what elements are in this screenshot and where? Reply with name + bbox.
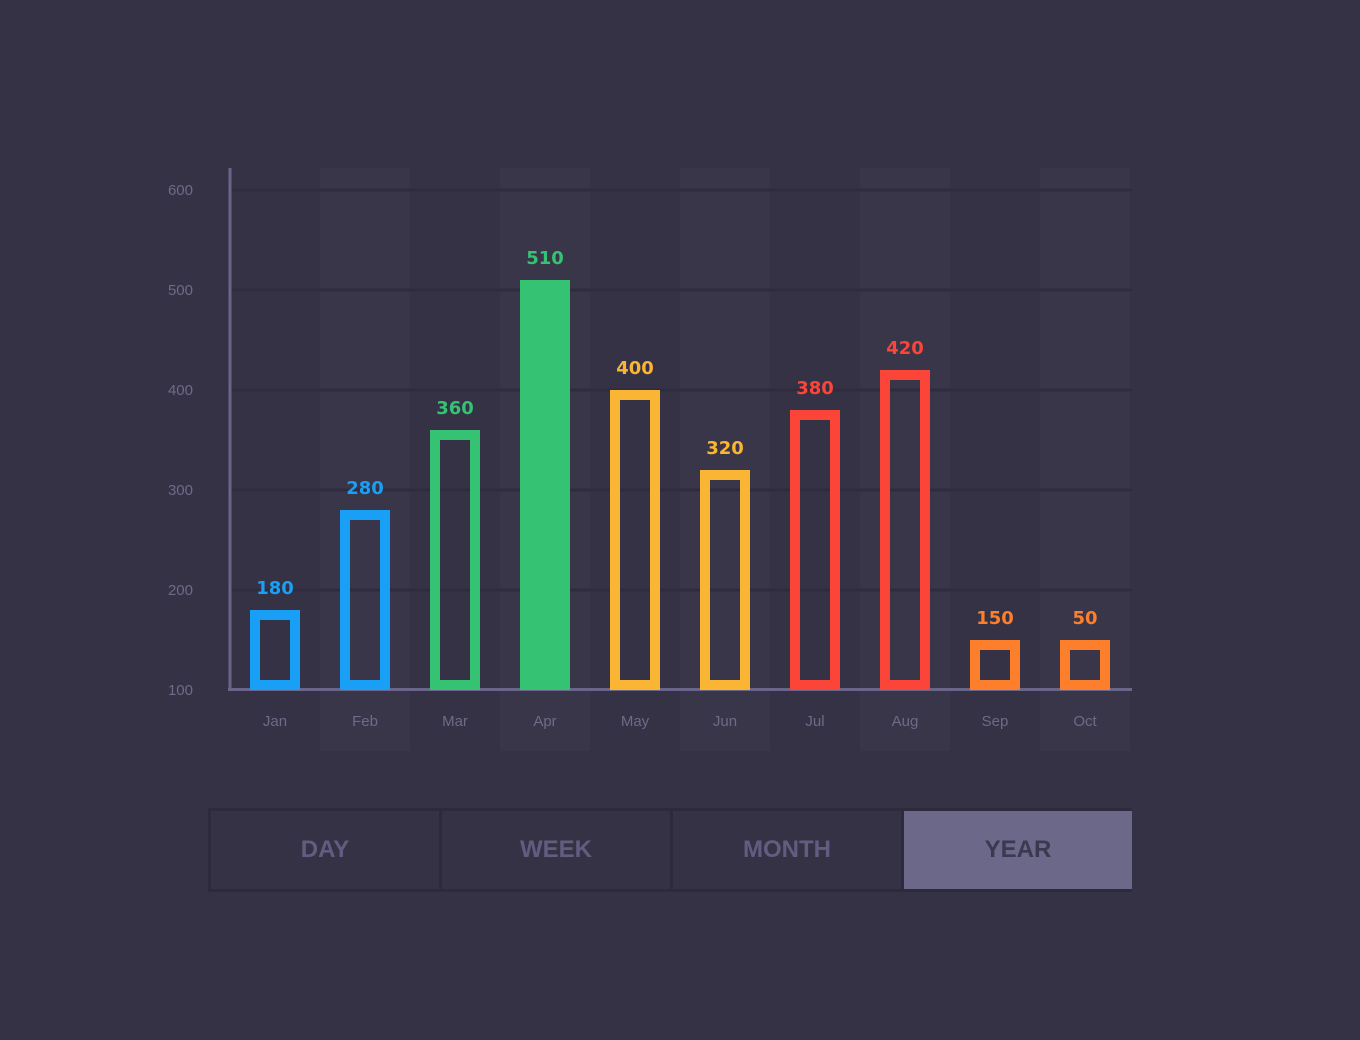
- column-band: [680, 168, 770, 751]
- y-tick-label: 400: [168, 382, 193, 399]
- y-tick-label: 600: [168, 182, 193, 199]
- y-tick-label: 500: [168, 282, 193, 299]
- x-tick-label: Apr: [533, 713, 556, 730]
- bar-aug: [880, 370, 930, 690]
- data-label: 360: [436, 398, 474, 419]
- data-label: 280: [346, 478, 384, 499]
- data-label: 180: [256, 578, 294, 599]
- column-band: [1040, 168, 1130, 751]
- x-tick-label: Mar: [442, 713, 468, 730]
- tab-month[interactable]: MONTH: [673, 811, 904, 889]
- column-band: [860, 168, 950, 751]
- bar-oct: [1060, 640, 1110, 690]
- y-tick-label: 100: [168, 682, 193, 699]
- x-tick-label: Oct: [1073, 713, 1097, 730]
- bar-feb: [340, 510, 390, 690]
- y-tick-label: 300: [168, 482, 193, 499]
- bar-jul: [790, 410, 840, 690]
- data-label: 400: [616, 358, 654, 379]
- x-tick-label: May: [621, 713, 650, 730]
- tab-year[interactable]: YEAR: [904, 811, 1132, 889]
- column-band: [320, 168, 410, 751]
- bar-sep: [970, 640, 1020, 690]
- x-tick-label: Jan: [263, 713, 287, 730]
- x-tick-label: Aug: [892, 713, 919, 730]
- bar-may: [610, 390, 660, 690]
- bar-jun: [700, 470, 750, 690]
- tab-day[interactable]: DAY: [211, 811, 442, 889]
- x-tick-label: Jul: [805, 713, 824, 730]
- period-tabs: DAY WEEK MONTH YEAR: [208, 808, 1132, 892]
- bar-jan: [250, 610, 300, 690]
- y-tick-label: 200: [168, 582, 193, 599]
- data-label: 380: [796, 378, 834, 399]
- x-tick-label: Sep: [982, 713, 1009, 730]
- bar-chart: 100 200 300 400 500 600 180 Jan 280 Feb 360 Mar 510 A…: [167, 168, 1132, 751]
- data-label: 150: [976, 608, 1014, 629]
- bar-mar: [430, 430, 480, 690]
- x-tick-label: Jun: [713, 713, 737, 730]
- data-label: 510: [526, 248, 564, 269]
- data-label: 420: [886, 338, 924, 359]
- bar-apr: [520, 280, 570, 690]
- data-label: 320: [706, 438, 744, 459]
- x-tick-label: Feb: [352, 713, 378, 730]
- tab-week[interactable]: WEEK: [442, 811, 673, 889]
- data-label: 50: [1072, 608, 1097, 629]
